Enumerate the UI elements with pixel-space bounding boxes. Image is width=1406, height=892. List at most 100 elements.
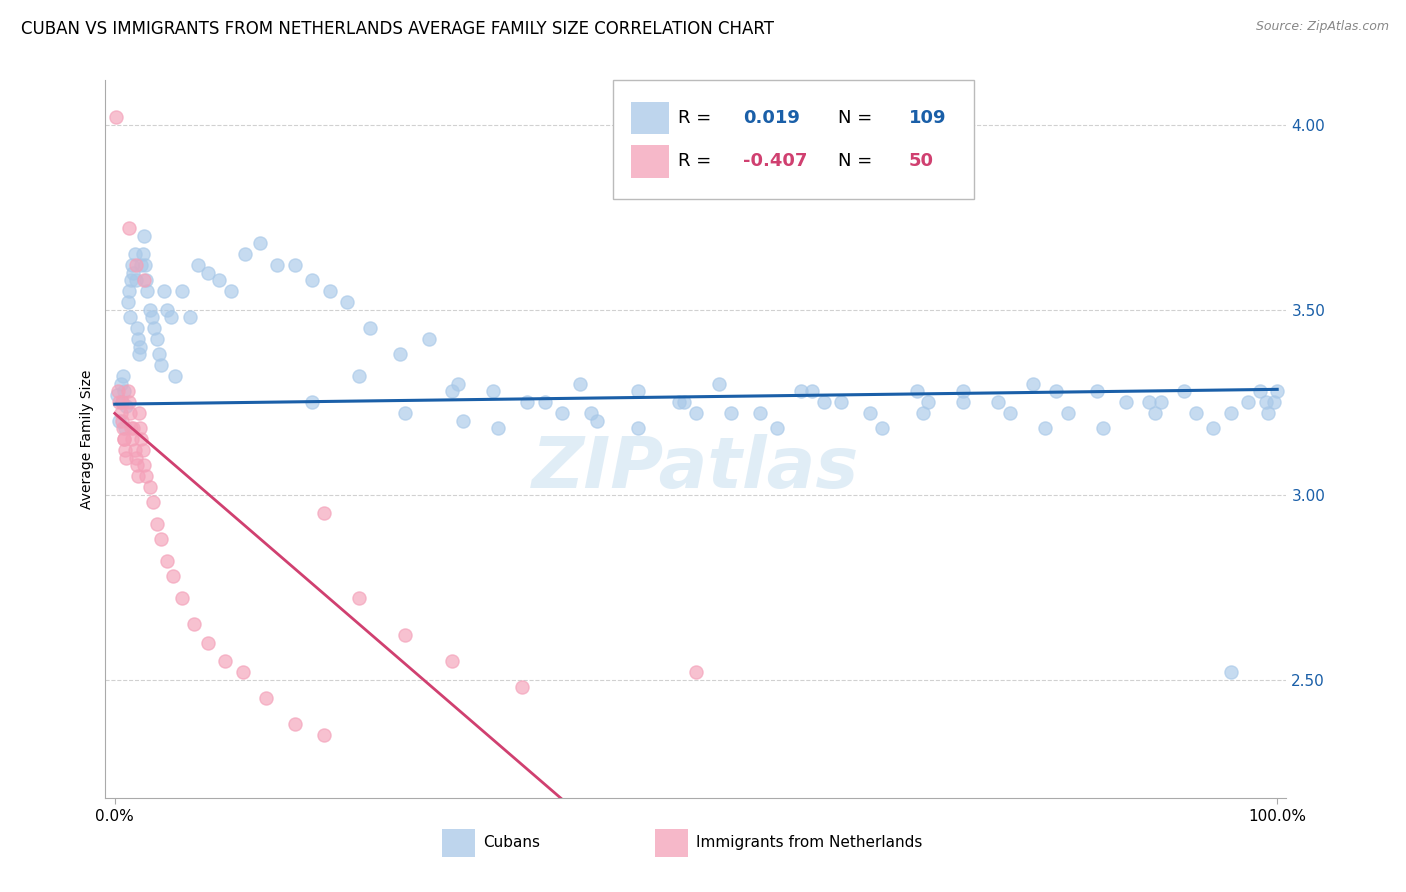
Point [111,395,134,409]
Point [131,258,153,272]
Point [108,395,131,409]
Point [347,591,370,606]
Point [709,376,731,391]
Point [266,258,288,272]
Point [143,321,166,335]
Point [1185,406,1208,420]
Point [127,469,149,483]
Point [447,376,470,391]
Point [111,421,134,435]
Point [1150,395,1173,409]
Point [586,414,609,428]
Point [135,469,157,483]
Point [172,591,194,606]
FancyBboxPatch shape [613,80,973,199]
Point [233,247,256,261]
Point [162,569,184,583]
Text: N =: N = [838,110,877,128]
Point [720,406,742,420]
Point [145,517,167,532]
Point [766,421,789,435]
Point [179,310,201,325]
Point [115,399,138,413]
Point [685,406,707,420]
Point [568,376,591,391]
Text: -0.407: -0.407 [744,153,807,170]
Point [156,554,179,568]
Point [165,369,187,384]
Point [138,302,160,317]
Point [510,681,533,695]
Point [135,273,157,287]
Point [627,421,650,435]
FancyBboxPatch shape [631,103,669,135]
Point [110,406,132,420]
Point [486,421,509,435]
Point [111,395,134,409]
Text: Source: ZipAtlas.com: Source: ZipAtlas.com [1256,20,1389,33]
Point [122,266,145,280]
Point [122,421,145,435]
Point [347,369,370,384]
Text: 50: 50 [908,153,934,170]
Point [249,236,271,251]
Point [208,273,231,287]
Point [104,110,127,124]
Text: N =: N = [838,153,877,170]
Point [1137,395,1160,409]
Point [1057,406,1080,420]
Point [107,384,129,399]
Point [627,384,650,399]
Point [1249,384,1271,399]
Point [214,654,236,668]
Text: Immigrants from Netherlands: Immigrants from Netherlands [696,836,922,850]
Point [105,388,128,402]
Point [152,285,174,299]
Point [118,221,141,235]
Point [952,384,974,399]
FancyBboxPatch shape [655,830,688,856]
Text: Cubans: Cubans [484,836,540,850]
Point [141,310,163,325]
Point [124,247,146,261]
Point [998,406,1021,420]
Point [394,628,416,642]
Point [952,395,974,409]
Point [150,359,173,373]
Point [1219,665,1241,680]
Point [159,310,181,325]
FancyBboxPatch shape [441,830,475,856]
Point [1115,395,1137,409]
Point [187,258,209,272]
Point [114,421,136,435]
Point [1263,395,1285,409]
Point [388,347,411,361]
Point [1144,406,1167,420]
Point [172,285,194,299]
Point [440,384,463,399]
Point [987,395,1010,409]
Point [108,414,131,428]
Point [114,443,136,458]
Point [870,421,893,435]
Point [254,691,277,706]
Point [1091,421,1114,435]
Point [481,384,503,399]
Point [1254,395,1277,409]
Point [125,458,148,473]
Point [1237,395,1260,409]
Point [118,310,141,325]
Point [132,228,155,243]
Point [394,406,416,420]
Point [789,384,811,399]
Point [112,433,135,447]
Point [156,302,179,317]
Point [150,533,173,547]
Point [142,495,165,509]
Text: R =: R = [678,110,717,128]
Point [134,258,156,272]
Point [111,369,134,384]
Point [1219,406,1241,420]
Point [127,332,149,346]
Point [301,273,323,287]
